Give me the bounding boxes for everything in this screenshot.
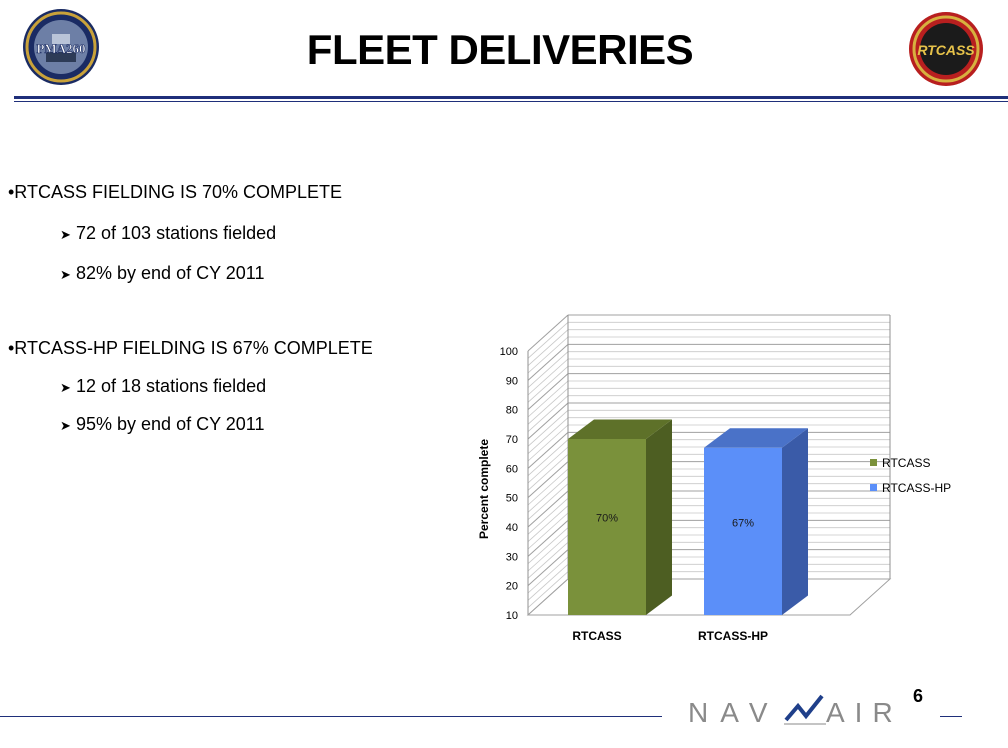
page-title: FLEET DELIVERIES xyxy=(306,26,694,73)
y-tick-label: 30 xyxy=(506,551,518,563)
arrow-bullet-icon: ➤ xyxy=(60,418,71,433)
legend-label: RTCASS-HP xyxy=(882,481,951,495)
legend-label: RTCASS xyxy=(882,456,930,470)
gridline-minor-side xyxy=(527,446,569,484)
gridline-minor-side xyxy=(527,424,569,462)
rtcass-seal-icon: RTCASS xyxy=(909,12,983,86)
bullet-rtcass: •RTCASS FIELDING IS 70% COMPLETE xyxy=(8,182,343,202)
bar-top xyxy=(704,428,808,448)
bar xyxy=(704,447,782,615)
x-tick-label: RTCASS xyxy=(572,629,621,643)
gridline-minor-side xyxy=(527,439,569,476)
legend-swatch xyxy=(870,459,877,466)
navair-logo-icon: NAV AIR xyxy=(688,694,903,728)
y-tick-label: 100 xyxy=(500,346,518,358)
gridline-minor-side xyxy=(527,498,569,535)
gridline-side xyxy=(527,490,569,528)
bar-side xyxy=(782,428,808,615)
header-rule-thin xyxy=(14,101,1008,102)
gridline-minor-side xyxy=(527,556,569,594)
gridline-minor-side xyxy=(527,483,569,520)
y-tick-label: 20 xyxy=(506,581,518,593)
gridline-minor-side xyxy=(527,534,569,572)
sub-bullet: ➤ 82% by end of CY 2011 xyxy=(60,263,265,283)
navair-logo-left-text: NAV xyxy=(688,697,780,728)
bar-top xyxy=(568,419,672,439)
y-tick-label: 40 xyxy=(506,522,518,534)
bar-chart: 10 20 30 40 50 60 70 80 90 100 Percent complete 70%… xyxy=(477,314,951,643)
gridline-minor-side xyxy=(527,468,569,506)
bullet-rtcass-hp: •RTCASS-HP FIELDING IS 67% COMPLETE xyxy=(8,338,373,358)
header-rule xyxy=(14,96,1008,99)
y-tick-label: 80 xyxy=(506,405,518,417)
gridline-minor-side xyxy=(527,351,569,388)
page-number: 6 xyxy=(913,686,924,706)
gridline-minor-side xyxy=(527,542,569,579)
y-axis-title: Percent complete xyxy=(477,439,491,539)
arrow-bullet-icon: ➤ xyxy=(60,227,71,242)
sub-bullet: ➤ 95% by end of CY 2011 xyxy=(60,414,265,434)
gridline-side xyxy=(527,431,569,469)
gridline-minor-side xyxy=(527,476,569,513)
gridline-side xyxy=(527,373,569,411)
y-tick-label: 70 xyxy=(506,434,518,446)
sub-bullet: ➤ 12 of 18 stations fielded xyxy=(60,376,267,396)
gridline-minor-side xyxy=(527,358,569,396)
rtcass-logo-text: RTCASS xyxy=(917,42,975,58)
gridline-minor-side xyxy=(527,571,569,608)
arrow-bullet-icon: ➤ xyxy=(60,380,71,395)
bar-side xyxy=(646,419,672,615)
x-tick-label: RTCASS-HP xyxy=(698,629,768,643)
footer-rule xyxy=(0,716,662,717)
gridline-minor-side xyxy=(527,417,569,454)
gridline-minor-side xyxy=(527,336,569,374)
gridline-side xyxy=(527,549,569,587)
pma260-seal-icon: PMA260 xyxy=(23,9,99,85)
gridline-minor-side xyxy=(527,410,569,447)
y-tick-label: 10 xyxy=(506,610,518,622)
gridline-side xyxy=(527,519,569,557)
y-tick-label: 90 xyxy=(506,375,518,387)
gridline-minor-side xyxy=(527,366,569,403)
gridline-minor-side xyxy=(527,395,569,432)
navair-logo-right-text: AIR xyxy=(826,697,903,728)
gridline-minor-side xyxy=(527,388,569,425)
footer-rule-right xyxy=(940,716,962,717)
gridline-minor-side xyxy=(527,322,569,359)
gridline-minor-side xyxy=(527,564,569,601)
gridline-minor-side xyxy=(527,454,569,491)
gridline-minor-side xyxy=(527,527,569,564)
pma260-logo-text: PMA260 xyxy=(36,41,85,56)
gridline-side xyxy=(527,402,569,440)
sub-bullet: ➤ 72 of 103 stations fielded xyxy=(60,223,277,243)
gridline-minor-side xyxy=(527,505,569,542)
legend-swatch xyxy=(870,484,877,491)
arrow-bullet-icon: ➤ xyxy=(60,267,71,282)
gridline-side xyxy=(527,343,569,381)
gridline-side xyxy=(527,461,569,499)
data-label: 67% xyxy=(732,517,754,529)
gridline-side xyxy=(527,314,569,352)
data-label: 70% xyxy=(596,513,618,525)
gridline-minor-side xyxy=(527,512,569,550)
y-tick-label: 50 xyxy=(506,493,518,505)
gridline-minor-side xyxy=(527,329,569,366)
y-tick-label: 60 xyxy=(506,463,518,475)
bar xyxy=(568,439,646,615)
gridline-minor-side xyxy=(527,380,569,418)
